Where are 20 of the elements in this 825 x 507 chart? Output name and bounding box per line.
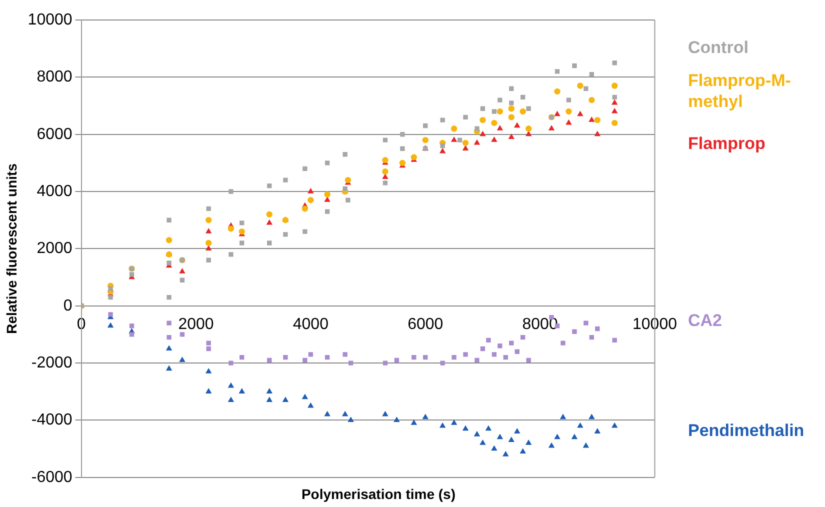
x-tick-label: 2000 [178,316,214,333]
y-tick-label: 6000 [36,126,72,143]
y-tick-label: 2000 [36,240,72,258]
x-tick-label: 10000 [632,316,678,333]
x-axis-title: Polymerisation time (s) [300,486,457,502]
y-tick-label: -6000 [31,468,72,486]
y-tick-label: 0 [63,297,72,314]
text: Control [688,37,750,58]
x-tick-label: 6000 [408,316,444,333]
y-axis-title: Relative fluorescent units [3,163,20,334]
text: Pendimethalin [688,420,804,441]
text: Flamprop [688,133,766,154]
y-tick-label: 4000 [36,182,72,200]
y-tick-label: -2000 [31,354,72,372]
text: CA2 [688,310,724,331]
x-tick-label: 4000 [292,316,329,333]
y-tick-label: 10000 [28,11,72,28]
y-tick-label: -4000 [31,412,72,429]
text: Flamprop-M-methyl [688,70,792,112]
y-tick-label: 8000 [36,68,72,86]
